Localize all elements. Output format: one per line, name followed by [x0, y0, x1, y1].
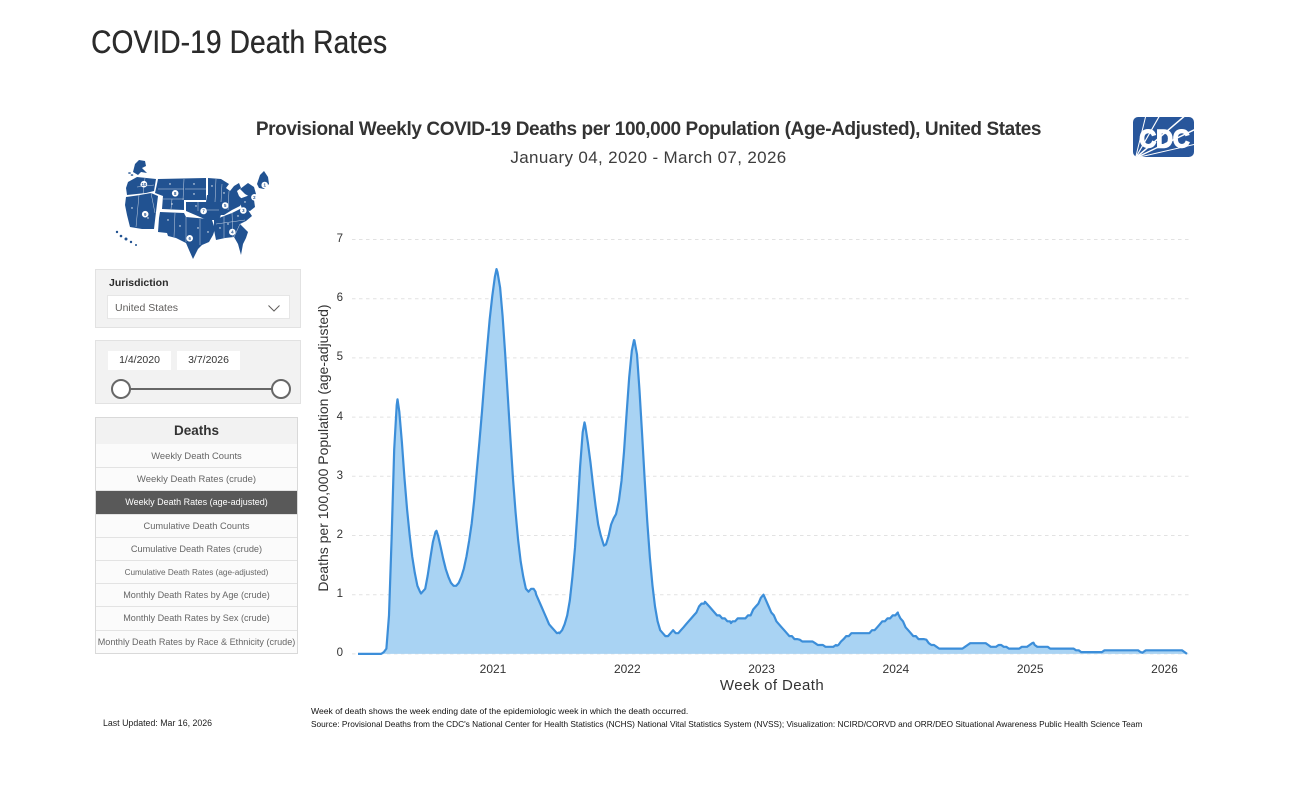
svg-text:CDC: CDC: [1139, 125, 1189, 153]
svg-text:6: 6: [188, 236, 191, 241]
svg-text:4: 4: [231, 230, 234, 235]
svg-text:7: 7: [202, 209, 205, 214]
svg-text:2: 2: [253, 195, 256, 200]
svg-text:10: 10: [141, 182, 146, 187]
svg-text:8: 8: [174, 191, 177, 196]
svg-text:9: 9: [144, 212, 147, 217]
svg-text:5: 5: [224, 203, 227, 208]
svg-text:1: 1: [263, 183, 266, 188]
svg-text:3: 3: [242, 208, 245, 213]
